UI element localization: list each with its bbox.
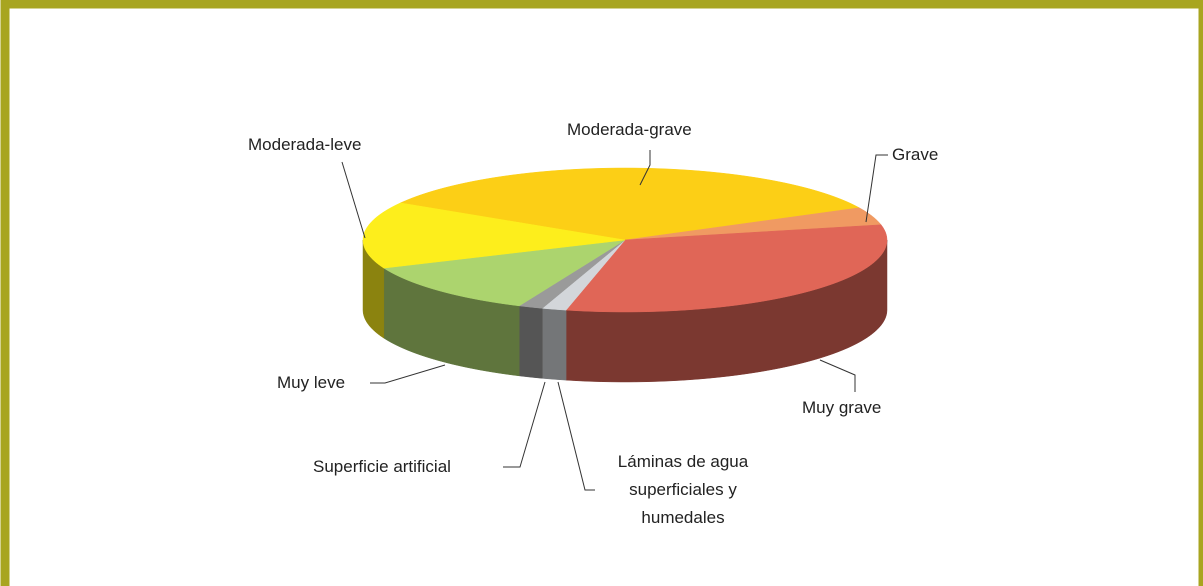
leader-line bbox=[639, 150, 651, 186]
leader-line bbox=[865, 154, 888, 223]
slice-label: Muy leve bbox=[277, 373, 346, 392]
leader-lines bbox=[341, 150, 888, 491]
slice-label: Moderada-grave bbox=[567, 120, 692, 139]
slice-label: Láminas de agua superficiales y humedale… bbox=[617, 452, 749, 527]
leader-line bbox=[503, 381, 546, 468]
leader-line bbox=[341, 161, 366, 239]
slice-side bbox=[519, 305, 543, 379]
slice-label: Muy grave bbox=[802, 398, 882, 417]
slice-label: Moderada-leve bbox=[248, 135, 362, 154]
leader-line bbox=[370, 364, 446, 384]
slice-label: Superficie artificial bbox=[313, 457, 451, 476]
slice bbox=[383, 239, 626, 307]
leader-line bbox=[819, 359, 856, 392]
slice bbox=[399, 167, 861, 241]
leader-line bbox=[557, 381, 595, 491]
slice bbox=[624, 207, 882, 241]
slice-label: Grave bbox=[892, 145, 939, 164]
slice bbox=[565, 224, 888, 313]
slice-side bbox=[542, 308, 567, 381]
